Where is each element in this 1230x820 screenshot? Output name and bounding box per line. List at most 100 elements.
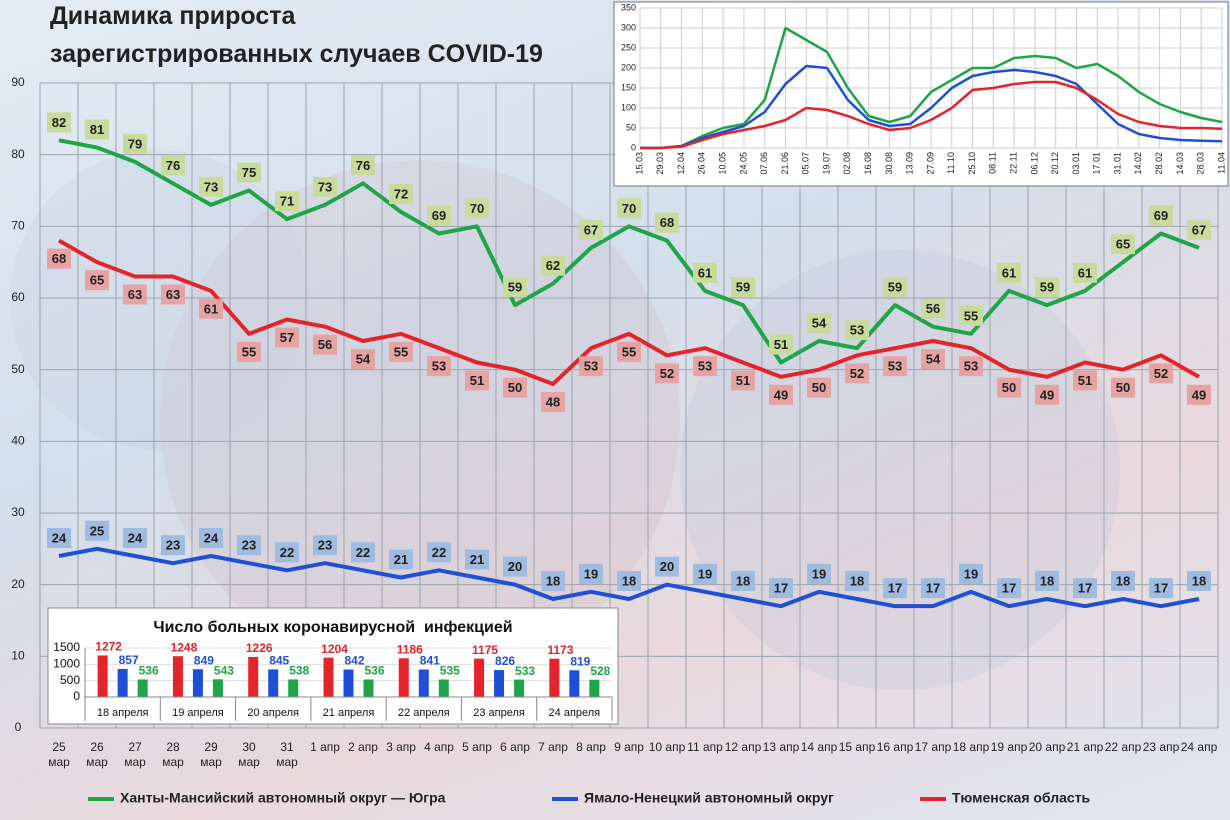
data-label-box xyxy=(1187,571,1211,591)
data-label: 528 xyxy=(590,664,610,678)
data-label-box xyxy=(161,535,185,556)
data-label-box xyxy=(313,535,337,556)
data-label: 24 xyxy=(204,530,219,545)
y-tick-label: 0 xyxy=(631,142,636,152)
data-label: 76 xyxy=(356,158,370,173)
x-tick-label: 12 апр xyxy=(724,740,762,754)
x-tick-label: 22 апр xyxy=(1104,740,1142,754)
x-tick-label: 3 апр xyxy=(386,740,416,754)
y-tick-label: 1500 xyxy=(53,640,80,654)
data-label: 70 xyxy=(622,201,636,216)
inset-title: Число больных коронавирусной инфекцией xyxy=(153,619,512,636)
x-tick-label: 25.10 xyxy=(967,152,977,175)
x-tick-label: 29 мар xyxy=(200,740,222,769)
data-label-box xyxy=(465,549,489,570)
data-label: 536 xyxy=(139,664,159,678)
data-label: 1272 xyxy=(95,640,122,654)
data-label: 18 xyxy=(546,573,560,588)
data-label: 62 xyxy=(546,258,560,273)
data-label: 50 xyxy=(1002,380,1016,395)
x-tick-label: 08.11 xyxy=(988,152,998,174)
data-label-box xyxy=(1187,219,1211,240)
data-label: 57 xyxy=(280,330,294,345)
x-tick-label: 17.01 xyxy=(1092,152,1102,175)
x-tick-label: 28.02 xyxy=(1154,152,1164,175)
data-label: 52 xyxy=(1154,366,1168,381)
data-label: 19 xyxy=(698,566,712,581)
data-label: 849 xyxy=(194,653,214,667)
data-label: 535 xyxy=(440,664,460,678)
data-label: 25 xyxy=(90,523,104,538)
x-tick-label: 15.03 xyxy=(634,152,644,175)
data-label: 533 xyxy=(515,664,535,678)
y-tick-label: 1000 xyxy=(53,657,80,671)
data-label-box xyxy=(85,520,109,541)
data-label: 52 xyxy=(660,366,674,381)
data-label-box xyxy=(693,563,717,584)
data-label-box xyxy=(389,184,413,204)
data-label-box xyxy=(579,563,603,584)
x-tick-label: 30.08 xyxy=(884,152,894,175)
data-label-box xyxy=(85,119,109,140)
x-tick-label: 19 апр xyxy=(990,740,1028,754)
data-label: 21 xyxy=(394,552,408,567)
data-label: 61 xyxy=(204,301,218,316)
x-tick-label: 19 апреля xyxy=(172,707,224,719)
data-label: 1175 xyxy=(472,643,498,657)
data-label: 51 xyxy=(470,373,484,388)
data-label-box xyxy=(731,277,755,298)
x-tick-label: 27.09 xyxy=(925,152,935,175)
data-label: 538 xyxy=(289,664,309,678)
data-label-box xyxy=(921,578,945,599)
data-label: 17 xyxy=(1154,581,1168,596)
data-label: 536 xyxy=(364,664,384,678)
data-label: 49 xyxy=(1192,387,1206,402)
x-tick-label: 13 апр xyxy=(762,740,800,754)
inset-background xyxy=(613,1,1229,187)
data-label-box xyxy=(389,549,413,570)
data-label-box xyxy=(921,298,945,319)
data-label-box xyxy=(731,370,755,391)
data-label-box xyxy=(427,356,451,377)
y-tick-label: 20 xyxy=(11,577,25,591)
data-label: 819 xyxy=(570,654,590,668)
x-tick-label: 10.05 xyxy=(718,152,728,175)
data-label-box xyxy=(655,556,679,577)
bar xyxy=(97,655,108,697)
data-label-box xyxy=(1111,571,1135,591)
x-tick-label: 31.01 xyxy=(1112,152,1122,175)
x-tick-label: 14.02 xyxy=(1133,152,1143,175)
data-label-box xyxy=(1111,234,1135,255)
data-label-box xyxy=(237,535,261,556)
data-label-box xyxy=(503,556,527,577)
y-tick-label: 40 xyxy=(11,434,25,448)
bar xyxy=(248,656,259,697)
data-label-box xyxy=(47,248,71,269)
data-label-box xyxy=(1073,370,1097,391)
data-label: 76 xyxy=(166,158,180,173)
data-label-box xyxy=(693,262,717,283)
data-label: 17 xyxy=(1002,581,1016,596)
data-label-box xyxy=(351,155,375,176)
data-label: 53 xyxy=(698,359,712,374)
y-tick-label: 0 xyxy=(73,689,80,703)
data-label-box xyxy=(1035,277,1059,298)
data-label: 53 xyxy=(850,323,864,338)
data-label-box xyxy=(769,384,793,405)
series-line xyxy=(58,138,1200,365)
data-label: 67 xyxy=(584,222,598,237)
data-label-box xyxy=(1073,262,1097,283)
data-label-box xyxy=(883,578,907,599)
data-label-box xyxy=(389,341,413,362)
data-label: 1248 xyxy=(171,640,198,654)
data-label-box xyxy=(351,542,375,563)
x-tick-label: 20 апреля xyxy=(247,707,299,719)
data-label: 51 xyxy=(1078,373,1092,388)
x-tick-label: 11.04 xyxy=(1216,152,1226,174)
background-decor xyxy=(680,250,1120,690)
x-tick-label: 05.07 xyxy=(801,152,811,175)
bar xyxy=(137,679,148,697)
x-tick-label: 10 апр xyxy=(648,740,686,754)
data-label: 65 xyxy=(90,273,104,288)
data-label: 543 xyxy=(214,663,234,677)
